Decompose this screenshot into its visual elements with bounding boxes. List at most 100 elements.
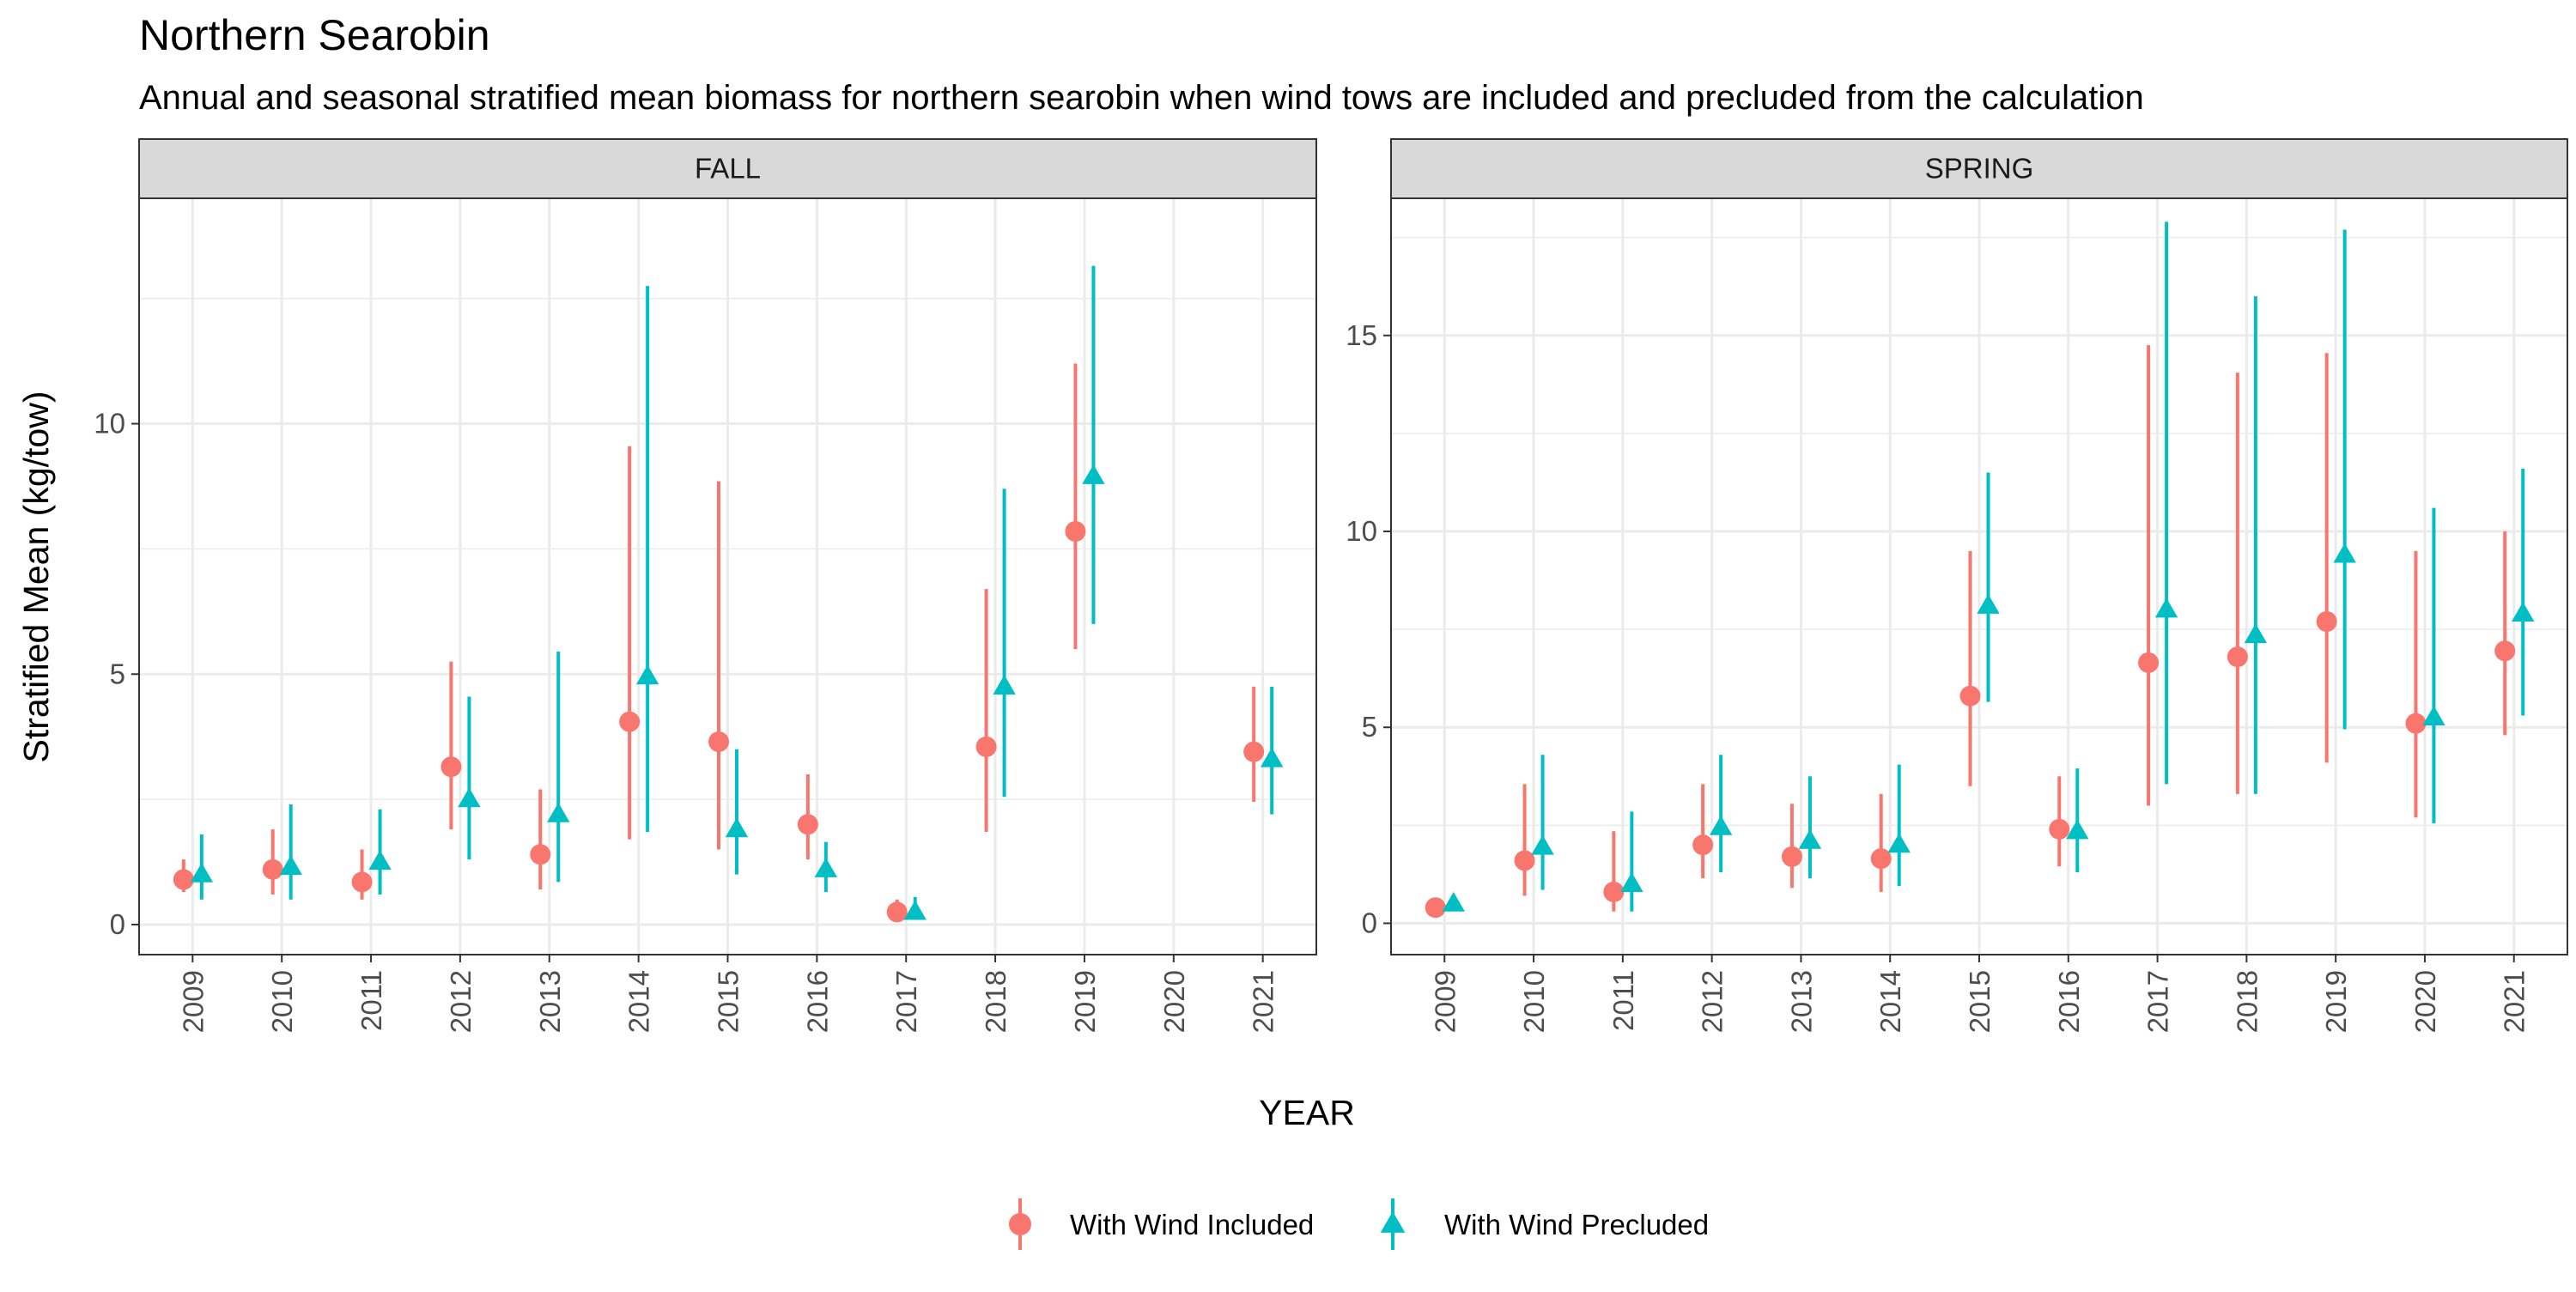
legend-label: With Wind Precluded <box>1444 1209 1709 1240</box>
data-point <box>2422 706 2445 725</box>
facet-strip-label: SPRING <box>1925 153 2034 185</box>
data-point <box>190 862 214 883</box>
data-point <box>1692 834 1714 856</box>
x-tick-label: 2014 <box>623 970 655 1033</box>
x-tick-label: 2011 <box>355 970 387 1031</box>
data-point <box>975 736 997 757</box>
panel-border <box>1390 197 2568 955</box>
data-point <box>1781 846 1802 867</box>
data-point <box>1620 872 1643 892</box>
series-wind-precluded <box>1442 221 2535 912</box>
data-point <box>1514 850 1535 871</box>
x-tick-label: 2019 <box>2320 970 2352 1033</box>
data-point <box>351 871 373 893</box>
data-point <box>1260 747 1284 767</box>
data-point <box>2333 543 2356 563</box>
data-point <box>619 711 641 732</box>
x-tick-label: 2019 <box>1069 970 1101 1033</box>
data-point <box>173 869 194 890</box>
x-tick-label: 2020 <box>2409 970 2441 1033</box>
data-point <box>1603 881 1625 902</box>
x-tick-label: 2010 <box>1518 970 1550 1033</box>
data-point <box>814 858 838 877</box>
y-tick-label: 10 <box>94 408 125 440</box>
data-point <box>279 855 302 876</box>
x-tick-label: 2018 <box>2231 970 2263 1033</box>
panel-border <box>138 197 1317 955</box>
data-point <box>993 675 1016 695</box>
y-tick-label: 10 <box>1346 515 1377 547</box>
x-tick-label: 2009 <box>1429 970 1461 1033</box>
x-tick-label: 2012 <box>1697 970 1728 1033</box>
data-point <box>2512 602 2535 622</box>
legend-key-marker <box>1009 1213 1031 1235</box>
data-point <box>635 664 659 685</box>
series-wind-included <box>173 363 1265 923</box>
data-point <box>797 814 818 835</box>
y-axis-title: Stratified Mean (kg/tow) <box>16 391 56 763</box>
y-tick-label: 0 <box>110 908 125 940</box>
series-wind-precluded <box>190 265 1284 920</box>
data-point <box>1442 891 1465 912</box>
chart-title: Northern Searobin <box>139 11 490 59</box>
data-point <box>2154 597 2178 618</box>
data-point <box>2316 610 2337 632</box>
legend-item: With Wind Precluded <box>1380 1198 1709 1250</box>
data-point <box>1798 828 1822 849</box>
facet-strip-label: FALL <box>695 153 761 185</box>
x-tick-label: 2016 <box>801 970 833 1033</box>
data-point <box>530 844 551 865</box>
data-point <box>2227 646 2248 668</box>
data-point <box>1425 897 1446 919</box>
panel-fall: FALL 0 5 10 2009 2010 2011 2012 2013 2014 2015 2016… <box>94 138 1317 1033</box>
x-tick-label: 2012 <box>445 970 477 1033</box>
y-tick-label: 5 <box>1362 711 1377 743</box>
data-point <box>1065 520 1086 542</box>
data-point <box>903 900 927 920</box>
x-tick-label: 2013 <box>534 970 566 1033</box>
data-point <box>458 787 481 808</box>
x-tick-label: 2010 <box>266 970 298 1033</box>
data-point <box>1887 833 1911 853</box>
facet-strip <box>1390 138 2568 199</box>
data-point <box>1082 464 1105 484</box>
data-point <box>1977 594 2000 614</box>
data-point <box>368 850 392 870</box>
y-tick-label: 0 <box>1362 907 1377 938</box>
series-wind-included <box>1425 345 2516 919</box>
data-point <box>2049 818 2070 840</box>
data-point <box>725 817 749 838</box>
legend-key-marker <box>1380 1211 1406 1233</box>
x-tick-label: 2011 <box>1607 970 1639 1031</box>
data-point <box>2066 819 2089 840</box>
data-point <box>886 901 908 923</box>
data-point <box>440 756 462 778</box>
x-tick-label: 2018 <box>980 970 1012 1033</box>
legend-label: With Wind Included <box>1070 1209 1314 1240</box>
data-point <box>262 858 283 880</box>
data-point <box>1959 685 1981 707</box>
facet-strip <box>138 138 1317 199</box>
x-tick-label: 2015 <box>1964 970 1996 1033</box>
x-tick-label: 2014 <box>1874 970 1906 1033</box>
x-tick-label: 2021 <box>2499 970 2530 1033</box>
data-point <box>1709 815 1733 835</box>
data-point <box>1243 741 1265 762</box>
x-tick-label: 2015 <box>713 970 744 1033</box>
data-point <box>1531 834 1554 855</box>
data-point <box>1870 848 1892 870</box>
data-point <box>2138 652 2160 673</box>
data-point <box>547 802 570 822</box>
y-tick-label: 5 <box>110 658 125 689</box>
data-point <box>2405 713 2427 734</box>
x-tick-label: 2017 <box>2142 970 2174 1033</box>
x-tick-label: 2009 <box>177 970 209 1033</box>
panel-spring: SPRING 0 5 10 15 2009 2010 2011 2012 2013 2014 2015… <box>1346 138 2568 1033</box>
data-point <box>2244 623 2268 644</box>
x-tick-label: 2020 <box>1158 970 1190 1033</box>
data-point <box>2494 640 2516 662</box>
x-tick-label: 2021 <box>1248 970 1279 1033</box>
x-tick-label: 2013 <box>1785 970 1817 1033</box>
